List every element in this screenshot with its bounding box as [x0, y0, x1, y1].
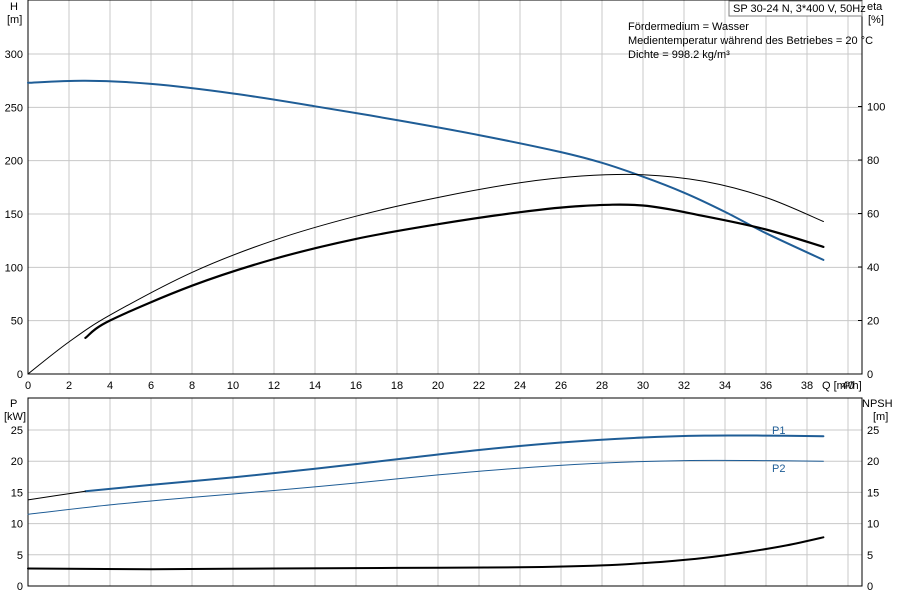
top-series-line-2 — [84, 203, 825, 339]
info-box: SP 30-24 N, 3*400 V, 50Hz Fördermedium =… — [628, 0, 873, 61]
bottom-left-tick-label: 20 — [11, 456, 23, 468]
frame-layer — [27, 0, 863, 587]
top-left-tick-label: 50 — [11, 316, 23, 328]
bottom-right-tick-label: 20 — [867, 456, 879, 468]
x-tick-label: 8 — [189, 380, 195, 392]
series-label-p2: P2 — [772, 463, 785, 475]
top-series-line-0 — [27, 79, 825, 261]
grid-layer — [27, 0, 862, 587]
top-left-axis-symbol: H — [10, 1, 18, 13]
bottom-left-tick-label: 0 — [17, 581, 23, 593]
x-tick-label: 16 — [350, 380, 362, 392]
bottom-left-tick-label: 10 — [11, 519, 23, 531]
bottom-right-tick-label: 15 — [867, 487, 879, 499]
bottom-series-line-3 — [27, 536, 825, 571]
info-title: SP 30-24 N, 3*400 V, 50Hz — [733, 3, 866, 15]
bottom-plot-frame — [27, 397, 863, 587]
x-tick-label: 12 — [268, 380, 280, 392]
top-right-tick-label: 60 — [867, 209, 879, 221]
bottom-left-tick-label: 25 — [11, 425, 23, 437]
top-right-axis-unit: [%] — [868, 14, 884, 26]
top-left-tick-label: 0 — [17, 369, 23, 381]
info-line-temperature: Medientemperatur während des Betriebes =… — [628, 35, 873, 47]
bottom-series-line-2 — [27, 490, 86, 501]
bottom-left-tick-label: 15 — [11, 487, 23, 499]
x-tick-label: 30 — [637, 380, 649, 392]
top-right-tick-label: 0 — [867, 369, 873, 381]
top-left-tick-label: 150 — [5, 209, 23, 221]
series-layer — [27, 79, 825, 571]
x-tick-label: 26 — [555, 380, 567, 392]
top-left-tick-label: 100 — [5, 262, 23, 274]
top-right-tick-label: 40 — [867, 262, 879, 274]
x-axis-title: Q [m³/h] — [822, 380, 862, 392]
bottom-series-line-1 — [27, 459, 824, 515]
x-tick-label: 4 — [107, 380, 113, 392]
top-series-line-1 — [27, 173, 824, 375]
x-tick-label: 0 — [25, 380, 31, 392]
x-tick-label: 14 — [309, 380, 321, 392]
bottom-right-tick-label: 5 — [867, 550, 873, 562]
x-tick-label: 32 — [678, 380, 690, 392]
top-left-tick-label: 300 — [5, 49, 23, 61]
bottom-series-line-0 — [84, 434, 825, 493]
x-tick-label: 28 — [596, 380, 608, 392]
info-line-density: Dichte = 998.2 kg/m³ — [628, 49, 730, 61]
top-left-tick-label: 250 — [5, 102, 23, 114]
top-right-tick-label: 80 — [867, 155, 879, 167]
bottom-right-tick-label: 0 — [867, 581, 873, 593]
top-left-tick-label: 200 — [5, 156, 23, 168]
x-tick-label: 34 — [719, 380, 731, 392]
x-tick-label: 18 — [391, 380, 403, 392]
info-line-medium: Fördermedium = Wasser — [628, 21, 749, 33]
info-title-box — [728, 0, 863, 17]
x-tick-label: 40 — [842, 380, 854, 392]
x-tick-label: 36 — [760, 380, 772, 392]
x-tick-label: 20 — [432, 380, 444, 392]
x-tick-label: 24 — [514, 380, 526, 392]
series-label-p1: P1 — [772, 425, 785, 437]
x-tick-label: 6 — [148, 380, 154, 392]
top-right-axis-symbol: eta — [867, 1, 883, 13]
top-plot-frame — [27, 0, 863, 375]
top-left-axis-unit: [m] — [7, 14, 22, 26]
bottom-left-tick-label: 5 — [17, 550, 23, 562]
label-layer: 0 2 4 6 8 10 12 14 16 18 20 22 24 26 28 30 32 34 36 38 40050… — [5, 49, 886, 593]
x-tick-label: 38 — [801, 380, 813, 392]
bottom-right-axis-unit: [m] — [873, 411, 888, 423]
bottom-right-tick-label: 25 — [867, 425, 879, 437]
bottom-right-axis-symbol: NPSH — [862, 398, 893, 410]
x-tick-label: 10 — [227, 380, 239, 392]
x-tick-label: 22 — [473, 380, 485, 392]
bottom-left-axis-symbol: P — [10, 398, 17, 410]
bottom-right-tick-label: 10 — [867, 519, 879, 531]
x-tick-label: 2 — [66, 380, 72, 392]
top-right-tick-label: 20 — [867, 316, 879, 328]
bottom-left-axis-unit: [kW] — [4, 411, 26, 423]
top-right-tick-label: 100 — [867, 102, 885, 114]
